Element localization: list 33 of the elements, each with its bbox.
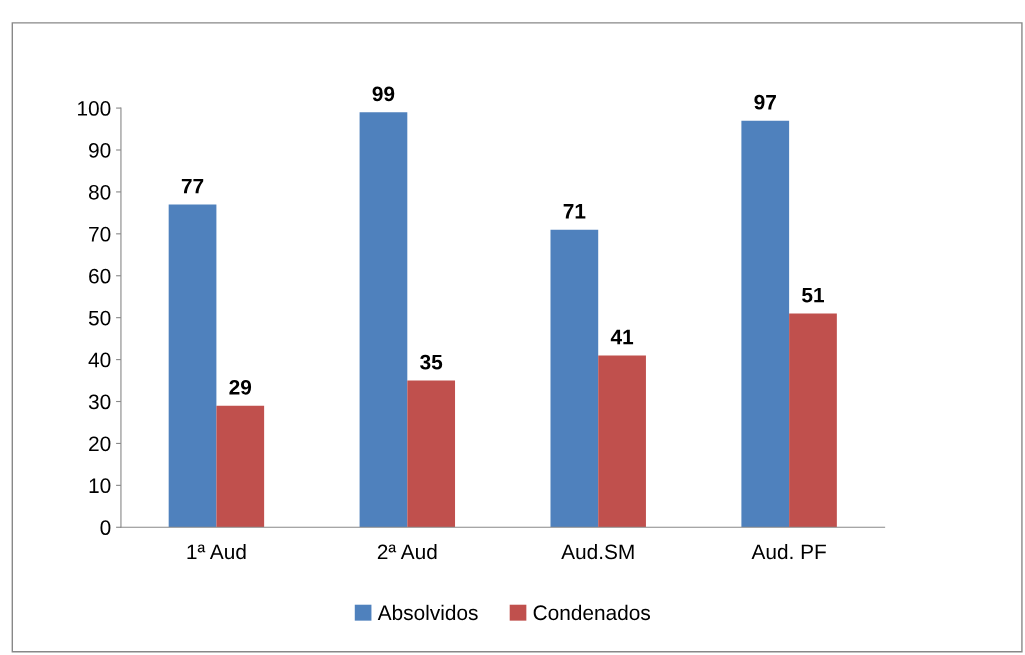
legend-label: Absolvidos [377, 604, 478, 621]
y-tick-label: 90 [89, 143, 111, 158]
y-tick-label: 20 [89, 436, 111, 452]
data-label: 97 [754, 94, 776, 110]
bar [598, 355, 646, 528]
y-tick-label: 10 [89, 478, 111, 494]
data-label: 29 [229, 379, 252, 395]
y-tick-label: 50 [88, 310, 111, 326]
x-tick-label: 2ª Aud [377, 543, 437, 560]
data-label: 41 [610, 329, 634, 345]
y-tick-label: 40 [88, 352, 111, 368]
bar [359, 112, 408, 528]
bar [789, 313, 837, 528]
bar [216, 405, 265, 528]
data-label: 99 [372, 86, 395, 102]
data-label: 71 [563, 204, 586, 219]
x-tick-label: Aud. PF [751, 543, 826, 560]
bar [168, 204, 217, 528]
y-tick-label: 0 [100, 520, 111, 536]
data-label: 35 [420, 354, 443, 370]
y-tick-label: 30 [88, 394, 111, 410]
y-tick-label: 70 [89, 226, 111, 242]
y-tick-label: 60 [89, 268, 111, 284]
x-tick-label: Aud.SM [561, 543, 634, 560]
data-label: 77 [181, 178, 204, 194]
data-label: 51 [802, 287, 824, 303]
legend-label: Condenados [533, 604, 651, 621]
x-tick-label: 1ª Aud [187, 543, 246, 560]
y-tick-label: 80 [88, 184, 111, 200]
y-tick-label: 100 [78, 101, 111, 116]
bar [407, 380, 456, 528]
bar [550, 229, 599, 528]
bar [741, 120, 790, 528]
